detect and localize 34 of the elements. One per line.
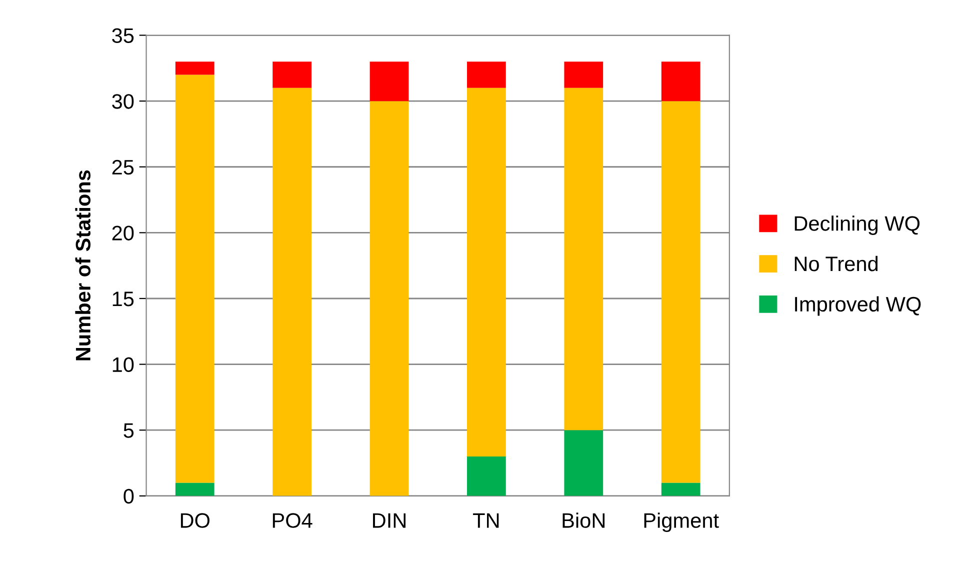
bar [564, 62, 604, 88]
legend-label: Declining WQ [794, 216, 920, 235]
x-tick-label: PO4 [272, 513, 312, 528]
x-tick-label: TN [473, 513, 499, 528]
y-axis-title: Number of Stations [75, 170, 91, 360]
bar [564, 88, 604, 430]
x-tick-label: DIN [373, 513, 406, 528]
bar [370, 62, 409, 102]
x-tick-label: Pigment [644, 512, 719, 532]
y-tick-label: 30 [112, 94, 134, 109]
bar [467, 88, 506, 456]
legend-label: Improved WQ [795, 296, 921, 316]
y-tick-label: 0 [124, 488, 134, 504]
bar [564, 430, 604, 496]
x-tick-label: DO [180, 513, 210, 528]
y-tick-label: 10 [112, 357, 134, 372]
bar [661, 482, 700, 496]
y-tick-label: 15 [112, 292, 134, 306]
bar [272, 62, 312, 88]
bar [467, 456, 506, 496]
bar [661, 101, 700, 483]
y-tick-label: 20 [112, 226, 134, 240]
y-tick-label: 25 [112, 160, 134, 175]
bar [467, 62, 506, 88]
bar [175, 62, 214, 75]
legend-label: No Trend [794, 256, 878, 272]
x-tick-label: BioN [562, 512, 605, 528]
bar [370, 101, 409, 496]
bar [661, 62, 700, 102]
bar [175, 482, 214, 496]
bar [175, 74, 214, 483]
bar [272, 88, 312, 496]
y-tick-label: 5 [124, 423, 134, 438]
y-tick-label: 35 [112, 28, 134, 44]
